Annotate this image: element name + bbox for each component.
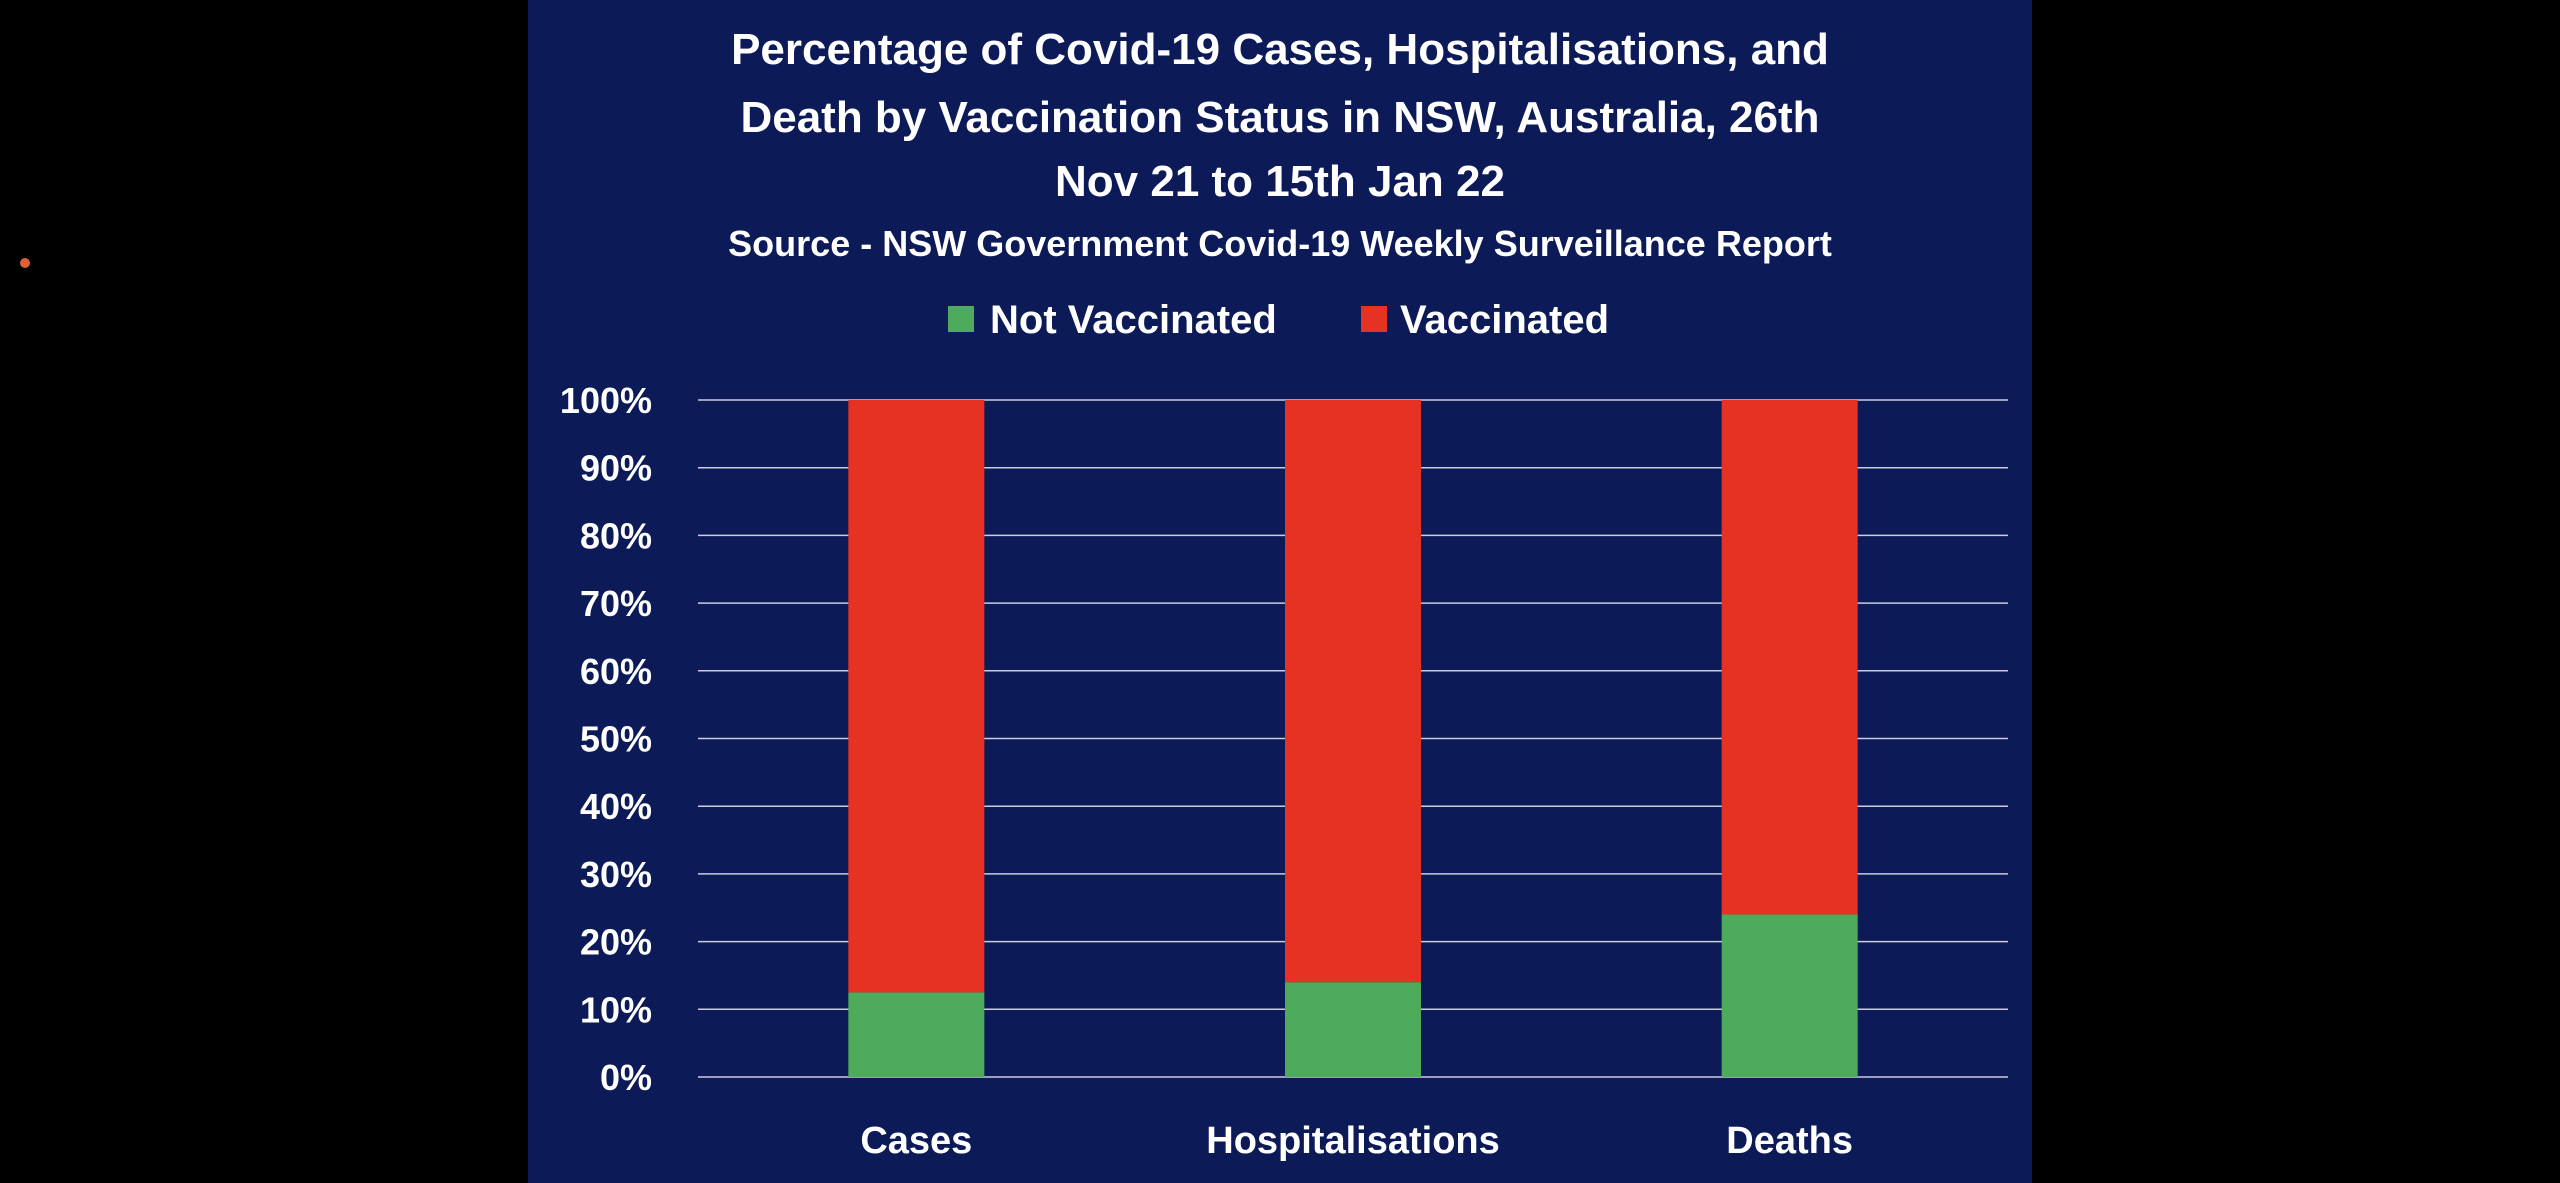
legend-label-vaccinated: Vaccinated <box>1400 298 1609 342</box>
y-tick-label-100pct: 100% <box>560 380 652 421</box>
y-tick-label-70pct: 70% <box>580 583 652 624</box>
bar-hospitalisations-vaccinated <box>1285 400 1421 983</box>
y-tick-label-90pct: 90% <box>580 448 652 489</box>
bar-hospitalisations-not-vaccinated <box>1285 982 1421 1077</box>
bar-cases-vaccinated <box>848 400 985 993</box>
legend-label-not-vaccinated: Not Vaccinated <box>990 298 1277 342</box>
y-tick-label-10pct: 10% <box>580 989 652 1030</box>
slide-bullet-dot <box>20 258 30 268</box>
y-tick-label-0pct: 0% <box>600 1057 652 1098</box>
chart-title-line-3: Nov 21 to 15th Jan 22 <box>1055 157 1505 206</box>
bar-deaths-not-vaccinated <box>1721 914 1858 1077</box>
chart-svg: Percentage of Covid-19 Cases, Hospitalis… <box>528 0 2032 1183</box>
y-tick-label-80pct: 80% <box>580 515 652 556</box>
y-tick-label-60pct: 60% <box>580 651 652 692</box>
y-axis-tick-labels: 0% 10% 20% 30% 40% 50% 60% 70% 80% 90% 100% <box>560 380 652 1098</box>
x-category-label-cases: Cases <box>860 1120 972 1162</box>
chart-title: Percentage of Covid-19 Cases, Hospitalis… <box>731 25 1829 206</box>
chart-subtitle: Source - NSW Government Covid-19 Weekly … <box>728 223 1832 264</box>
y-tick-label-20pct: 20% <box>580 922 652 963</box>
x-category-label-deaths: Deaths <box>1726 1120 1853 1162</box>
x-axis-category-labels: Cases Hospitalisations Deaths <box>860 1120 1853 1162</box>
chart-title-line-2: Death by Vaccination Status in NSW, Aust… <box>740 93 1819 142</box>
bar-deaths-vaccinated <box>1721 400 1858 915</box>
chart-title-line-1: Percentage of Covid-19 Cases, Hospitalis… <box>731 25 1829 74</box>
y-tick-label-40pct: 40% <box>580 786 652 827</box>
bar-cases-not-vaccinated <box>848 992 985 1077</box>
chart-legend: Not Vaccinated Vaccinated <box>948 298 1609 342</box>
x-category-label-hospitalisations: Hospitalisations <box>1206 1120 1500 1162</box>
y-tick-label-50pct: 50% <box>580 719 652 760</box>
chart-bars <box>848 400 1858 1077</box>
legend-swatch-vaccinated <box>1361 306 1387 332</box>
y-tick-label-30pct: 30% <box>580 854 652 895</box>
chart-panel: Percentage of Covid-19 Cases, Hospitalis… <box>528 0 2032 1183</box>
legend-swatch-not-vaccinated <box>948 306 974 332</box>
